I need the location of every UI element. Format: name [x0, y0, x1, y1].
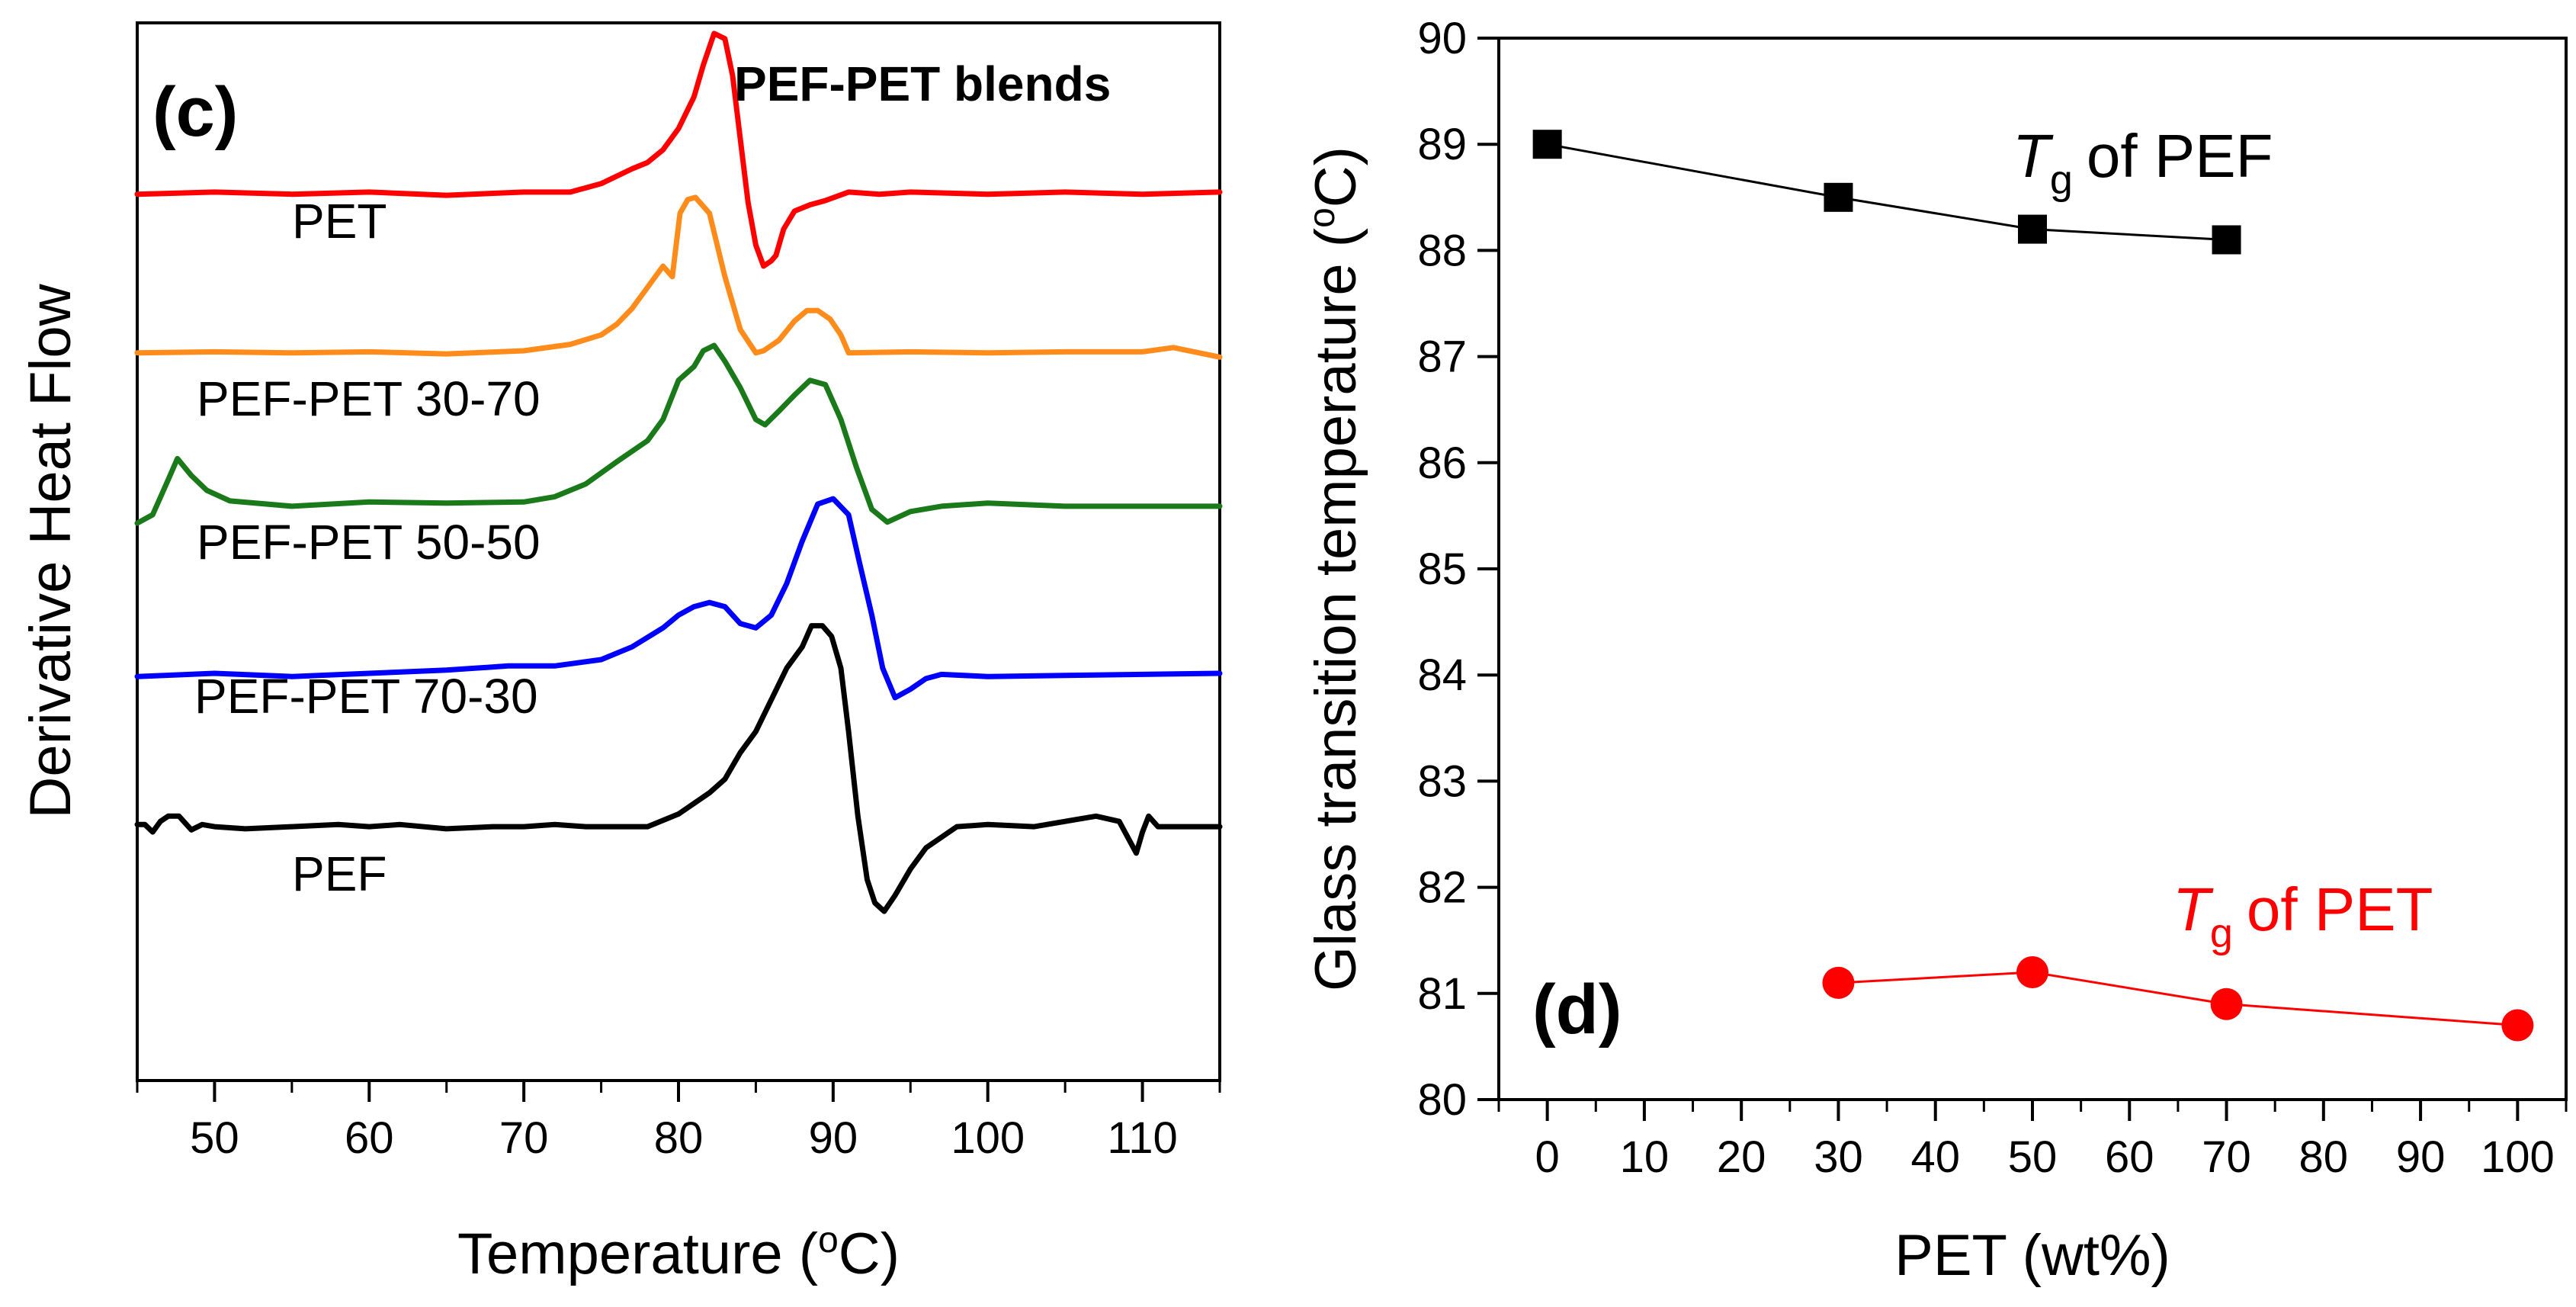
marker-tg-of-pet-70 — [2210, 987, 2243, 1020]
x-tick-label-110: 110 — [1107, 1113, 1177, 1163]
panel-c: 50 60 70 80 90 100 110 (c) PEF-PET blends PET … — [18, 21, 1223, 1286]
x-tick-label-80: 80 — [654, 1113, 704, 1163]
x-tick-label-60: 60 — [2105, 1132, 2154, 1182]
line-tg-of-pet — [1838, 971, 2518, 1027]
y-tick-label-85: 85 — [1417, 544, 1467, 594]
x-axis-title-open: ( — [799, 1222, 818, 1286]
y-axis-title-open: ( — [1304, 228, 1368, 247]
curve-label-pet: PET — [292, 194, 387, 249]
x-tick-label-20: 20 — [1717, 1132, 1766, 1182]
marker-tg-of-pef-30 — [1824, 182, 1853, 212]
panel-d-label: (d) — [1532, 971, 1622, 1048]
x-tick-label-10: 10 — [1620, 1132, 1670, 1182]
y-tick-label-83: 83 — [1417, 756, 1467, 806]
y-axis-unit: C — [1304, 165, 1368, 207]
x-axis-degree-superscript: o — [818, 1220, 839, 1260]
legend-tg-pef-subscript: g — [2050, 157, 2073, 203]
x-tick-label-50: 50 — [190, 1113, 239, 1163]
x-tick-label-100: 100 — [951, 1113, 1025, 1163]
marker-tg-of-pef-70 — [2212, 225, 2241, 255]
panel-d-series — [1532, 130, 2534, 1042]
legend-tg-pef-symbol: T — [2013, 122, 2054, 190]
panel-c-x-axis-title: Temperature (oC) — [457, 1220, 900, 1286]
curve-label-pef-pet-50-50: PEF-PET 50-50 — [197, 515, 541, 570]
y-tick-label-82: 82 — [1417, 863, 1467, 913]
y-tick-label-88: 88 — [1417, 226, 1467, 275]
y-tick-label-87: 87 — [1417, 332, 1467, 382]
panel-d-y-axis-title: Glass transition temperature (oC) — [1302, 146, 1368, 991]
y-axis-degree-superscript: o — [1302, 207, 1343, 228]
curve-pef-pet-30-70 — [134, 194, 1223, 360]
x-tick-label-60: 60 — [345, 1113, 394, 1163]
y-tick-label-81: 81 — [1417, 969, 1467, 1019]
curve-pef-pet-50-50 — [134, 342, 1223, 526]
y-tick-label-84: 84 — [1417, 650, 1467, 700]
marker-tg-of-pet-100 — [2501, 1009, 2534, 1042]
x-tick-label-50: 50 — [2008, 1132, 2058, 1182]
panel-c-label: (c) — [152, 73, 238, 151]
x-tick-label-40: 40 — [1910, 1132, 1960, 1182]
panel-d-y-ticks: 80 81 82 83 84 85 86 87 88 89 90 — [1417, 14, 1499, 1125]
marker-tg-of-pet-30 — [1822, 966, 1855, 999]
x-tick-label-80: 80 — [2299, 1132, 2349, 1182]
x-tick-label-70: 70 — [499, 1113, 549, 1163]
legend-tg-pet: Tg of PET — [2173, 875, 2433, 956]
marker-tg-of-pef-50 — [2018, 214, 2047, 244]
curve-label-pef: PEF — [292, 846, 387, 901]
panel-c-title: PEF-PET blends — [734, 56, 1111, 111]
curve-pef — [134, 623, 1223, 914]
y-axis-title-close: ) — [1304, 146, 1368, 165]
panel-d: 0 10 20 30 40 50 60 70 80 90 100 80818283848586878… — [1302, 14, 2568, 1288]
legend-tg-pet-subscript: g — [2210, 910, 2233, 956]
line-tg-of-pef — [1547, 143, 2227, 241]
x-tick-label-30: 30 — [1814, 1132, 1863, 1182]
curve-label-pef-pet-70-30: PEF-PET 70-30 — [194, 669, 538, 724]
x-axis-unit: C — [839, 1222, 881, 1286]
y-tick-label-89: 89 — [1417, 120, 1467, 169]
panel-c-x-ticks: 50 60 70 80 90 100 110 — [136, 1081, 1221, 1163]
y-axis-title-text: Glass transition temperature — [1304, 263, 1368, 991]
x-axis-title-close: ) — [881, 1222, 900, 1286]
y-tick-label-86: 86 — [1417, 438, 1467, 488]
marker-tg-of-pet-50 — [2016, 955, 2048, 988]
curve-label-pef-pet-30-70: PEF-PET 30-70 — [197, 371, 541, 426]
legend-tg-pet-text: of PET — [2247, 875, 2433, 943]
panel-c-curves — [134, 31, 1223, 914]
x-tick-label-90: 90 — [809, 1113, 858, 1163]
legend-tg-pef-text: of PEF — [2087, 122, 2273, 190]
curve-pet — [134, 31, 1223, 269]
legend-tg-pef: Tg of PEF — [2013, 122, 2273, 203]
curve-pef-pet-70-30 — [134, 496, 1223, 701]
x-tick-label-90: 90 — [2396, 1132, 2446, 1182]
marker-tg-of-pef-0 — [1532, 130, 1562, 159]
x-axis-title-text: Temperature — [457, 1222, 783, 1286]
x-tick-label-100: 100 — [2481, 1132, 2555, 1182]
y-tick-label-80: 80 — [1417, 1075, 1467, 1125]
panel-d-x-ticks: 0 10 20 30 40 50 60 70 80 90 100 — [1497, 1100, 2568, 1182]
x-tick-label-0: 0 — [1535, 1132, 1560, 1182]
legend-tg-pet-symbol: T — [2173, 875, 2214, 943]
panel-c-y-axis-title: Derivative Heat Flow — [18, 283, 83, 818]
y-tick-label-90: 90 — [1417, 14, 1467, 63]
x-tick-label-70: 70 — [2202, 1132, 2251, 1182]
panel-d-x-axis-title: PET (wt%) — [1894, 1223, 2170, 1288]
